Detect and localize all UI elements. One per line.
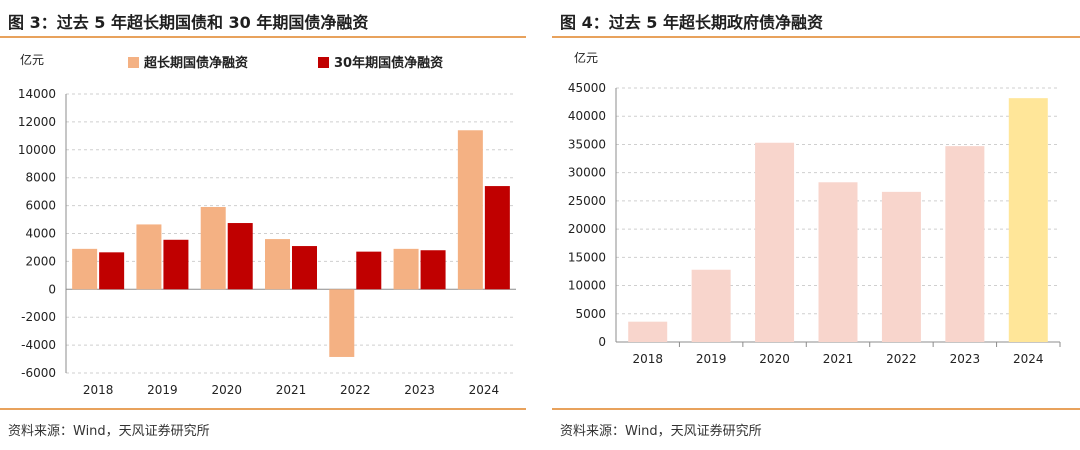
bar-thirty-year bbox=[356, 251, 382, 290]
legend-label-thirty-year: 30年期国债净融资 bbox=[334, 55, 443, 71]
source-divider-right bbox=[552, 408, 1080, 410]
bar-super-long bbox=[72, 248, 98, 290]
bar-thirty-year bbox=[420, 250, 446, 290]
bar-super-long bbox=[457, 130, 483, 290]
legend-label-super-long: 超长期国债净融资 bbox=[144, 55, 248, 71]
y-tick-label: 15000 bbox=[568, 250, 606, 264]
y-tick-label: 25000 bbox=[568, 194, 606, 208]
title-divider-right bbox=[552, 36, 1080, 38]
chart-title-left: 图 3：过去 5 年超长期国债和 30 年期国债净融资 bbox=[8, 13, 369, 32]
source-divider-left bbox=[0, 408, 526, 410]
bar-thirty-year bbox=[99, 252, 125, 290]
y-tick-label: 10000 bbox=[18, 143, 56, 157]
bar-thirty-year bbox=[292, 246, 317, 290]
chart-title-right: 图 4：过去 5 年超长期政府债净融资 bbox=[560, 13, 823, 32]
y-tick-label: 0 bbox=[48, 282, 56, 296]
y-tick-label: 6000 bbox=[25, 199, 56, 213]
y-tick-label: 30000 bbox=[568, 166, 606, 180]
bar bbox=[691, 269, 731, 342]
y-axis-unit-label: 亿元 bbox=[20, 52, 44, 67]
x-tick-label: 2024 bbox=[469, 383, 500, 397]
x-tick-label: 2019 bbox=[696, 352, 727, 366]
x-tick-label: 2023 bbox=[950, 352, 981, 366]
bar-thirty-year bbox=[484, 186, 510, 290]
y-tick-label: 40000 bbox=[568, 109, 606, 123]
bar-thirty-year bbox=[163, 239, 189, 290]
x-tick-label: 2024 bbox=[1013, 352, 1044, 366]
y-tick-label: -6000 bbox=[21, 366, 56, 380]
y-tick-label: 4000 bbox=[25, 227, 56, 241]
legend-swatch-thirty-year bbox=[318, 57, 329, 68]
x-tick-label: 2018 bbox=[632, 352, 663, 366]
x-tick-label: 2021 bbox=[823, 352, 854, 366]
bar-chart-left: 亿元 -6000 -4000 -2000 0 2000 4000 6000 8000 10000 1… bbox=[18, 52, 516, 397]
bar-thirty-year bbox=[227, 223, 253, 290]
bar-super-long bbox=[329, 289, 355, 357]
x-tick-label: 2020 bbox=[759, 352, 790, 366]
chart-panel-right: 图 4：过去 5 年超长期政府债净融资 亿元 0 5000 10000 15000 200… bbox=[552, 0, 1080, 450]
title-divider-left bbox=[0, 36, 526, 38]
bar-chart-right: 亿元 0 5000 10000 15000 20000 25000 30000 35000 400… bbox=[568, 50, 1061, 366]
y-tick-label: 8000 bbox=[25, 171, 56, 185]
legend-swatch-super-long bbox=[128, 57, 139, 68]
y-tick-label: -4000 bbox=[21, 338, 56, 352]
y-tick-label: 35000 bbox=[568, 137, 606, 151]
bar-super-long bbox=[136, 224, 162, 290]
y-tick-label: 0 bbox=[598, 335, 606, 349]
bar-super-long bbox=[200, 206, 226, 290]
y-tick-label: 2000 bbox=[25, 254, 56, 268]
x-tick-label: 2020 bbox=[211, 383, 242, 397]
x-tick-label: 2022 bbox=[886, 352, 917, 366]
bar bbox=[628, 321, 668, 342]
bar-super-long bbox=[393, 248, 419, 290]
chart-panel-left: 图 3：过去 5 年超长期国债和 30 年期国债净融资 亿元 -6000 -4000… bbox=[0, 0, 526, 450]
bar bbox=[1008, 98, 1048, 342]
bar bbox=[945, 146, 985, 342]
y-tick-label: 45000 bbox=[568, 81, 606, 95]
y-tick-label: -2000 bbox=[21, 310, 56, 324]
bar-super-long bbox=[265, 239, 290, 290]
y-tick-label: 12000 bbox=[18, 115, 56, 129]
x-tick-label: 2021 bbox=[276, 383, 307, 397]
bar bbox=[818, 182, 858, 342]
x-tick-label: 2018 bbox=[83, 383, 114, 397]
source-note-left: 资料来源：Wind，天风证券研究所 bbox=[8, 424, 210, 439]
bar bbox=[881, 191, 921, 342]
y-tick-label: 5000 bbox=[575, 307, 606, 321]
bar bbox=[755, 142, 795, 342]
source-note-right: 资料来源：Wind，天风证券研究所 bbox=[560, 424, 762, 439]
y-tick-label: 14000 bbox=[18, 87, 56, 101]
x-tick-label: 2023 bbox=[404, 383, 435, 397]
y-tick-label: 10000 bbox=[568, 279, 606, 293]
x-tick-label: 2019 bbox=[147, 383, 178, 397]
y-axis-unit-label: 亿元 bbox=[574, 50, 598, 65]
x-tick-label: 2022 bbox=[340, 383, 371, 397]
y-tick-label: 20000 bbox=[568, 222, 606, 236]
